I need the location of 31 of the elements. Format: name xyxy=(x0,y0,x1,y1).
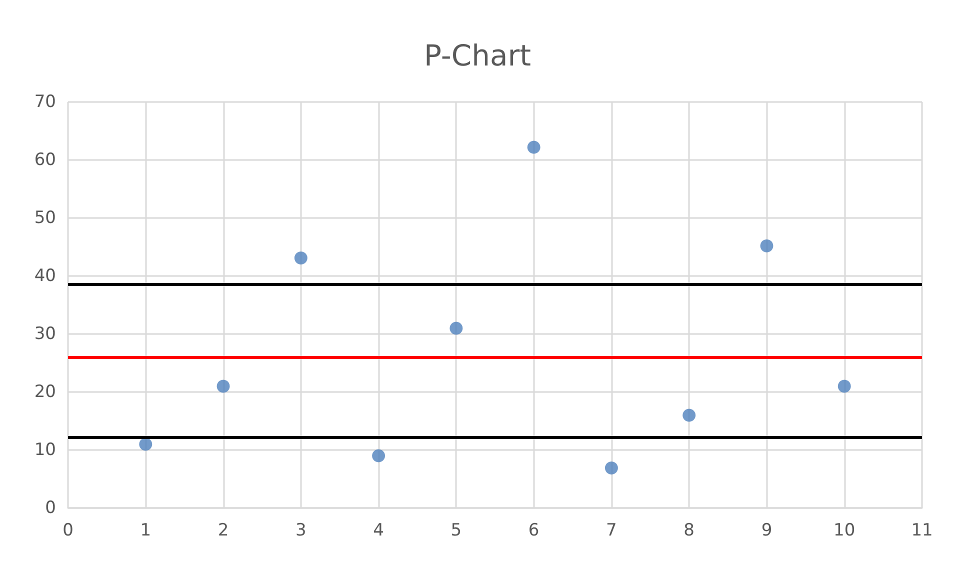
point xyxy=(760,239,774,252)
y-tick-label: 50 xyxy=(34,208,56,228)
y-tick-label: 30 xyxy=(34,324,56,344)
x-tick-label: 0 xyxy=(62,520,74,540)
x-tick-label: 11 xyxy=(911,520,933,540)
x-tick-label: 8 xyxy=(684,520,695,540)
x-tick-label: 4 xyxy=(373,520,384,540)
y-tick-label: 70 xyxy=(34,92,56,112)
point xyxy=(527,140,540,154)
point xyxy=(372,449,386,462)
y-tick-label: 10 xyxy=(34,440,56,460)
point xyxy=(139,438,152,451)
x-tick-label: 2 xyxy=(218,520,229,540)
point xyxy=(450,322,463,335)
chart-title: P-Chart xyxy=(424,38,532,72)
x-tick-label: 9 xyxy=(761,520,772,540)
y-tick-label: 20 xyxy=(34,382,56,402)
y-tick-label: 60 xyxy=(34,150,56,170)
x-tick-label: 6 xyxy=(528,520,540,540)
x-tick-label: 1 xyxy=(140,520,152,540)
point xyxy=(838,380,851,393)
x-tick-label: 3 xyxy=(295,520,306,540)
x-tick-label: 10 xyxy=(834,520,856,540)
x-tick-label: 5 xyxy=(450,520,462,540)
y-tick-label: 40 xyxy=(34,266,56,286)
point xyxy=(294,252,308,265)
x-tick-label: 7 xyxy=(606,520,617,540)
point xyxy=(604,461,618,474)
point xyxy=(216,380,230,393)
y-tick-label: 0 xyxy=(45,498,56,518)
point xyxy=(682,408,696,422)
